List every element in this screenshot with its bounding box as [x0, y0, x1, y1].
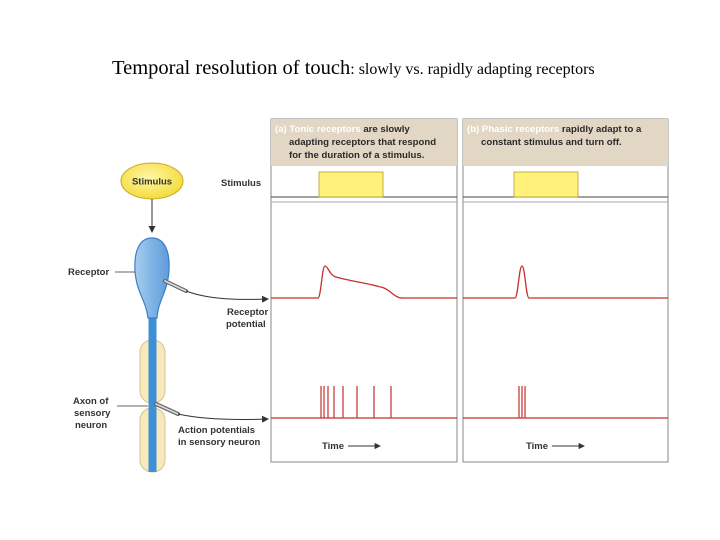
panel-tonic-heading-line3: for the duration of a stimulus.	[289, 150, 424, 161]
panel-phasic-spikes	[518, 386, 526, 418]
axon-label-line1: Axon of	[73, 396, 109, 407]
panel-phasic-key: (b) Phasic receptors	[467, 124, 559, 135]
receptor-bulb	[134, 237, 170, 319]
receptor-potential-label-line2: potential	[226, 319, 266, 330]
panel-tonic-heading-line2: adapting receptors that respond	[289, 137, 436, 148]
title-main: Temporal resolution of touch	[112, 57, 351, 79]
arrow-receptor-to-trace	[185, 290, 269, 303]
panel-phasic-heading-rest: rapidly adapt to a	[559, 124, 642, 135]
panel-phasic-time-label: Time	[526, 441, 548, 452]
slide-title: Temporal resolution of touch: slowly vs.…	[112, 57, 595, 80]
panel-phasic: (b) Phasic receptors rapidly adapt to a …	[462, 118, 669, 463]
stimulus-bubble-label: Stimulus	[132, 177, 172, 188]
action-potentials-label-line2: in sensory neuron	[178, 437, 261, 448]
axon-label-line2: sensory	[74, 408, 111, 419]
panel-phasic-receptor-potential-trace	[463, 265, 668, 299]
stimulus-row-label: Stimulus	[221, 178, 261, 189]
arrow-axon-to-trace	[177, 413, 269, 423]
panel-tonic-heading-rest: are slowly	[361, 124, 411, 135]
panel-tonic-receptor-potential-trace	[271, 265, 457, 299]
panel-tonic-frame	[270, 118, 458, 463]
panel-tonic-time-label: Time	[322, 441, 344, 452]
axon-label-line3: neuron	[75, 420, 107, 431]
panel-phasic-stimulus-pulse	[513, 171, 579, 198]
title-subtitle: : slowly vs. rapidly adapting receptors	[350, 61, 595, 78]
panel-tonic: (a) Tonic receptors are slowly adapting …	[270, 118, 458, 463]
electrode-receptor	[163, 279, 188, 293]
panel-phasic-heading-line2: constant stimulus and turn off.	[481, 137, 622, 148]
panel-tonic-key: (a) Tonic receptors	[275, 124, 361, 135]
panel-phasic-frame	[462, 118, 669, 463]
panel-tonic-header	[271, 119, 457, 166]
neuron-diagram: Stimulus Receptor Axon of sensory neuron	[68, 162, 269, 473]
panel-phasic-heading-line1: (b) Phasic receptors rapidly adapt to a	[467, 124, 642, 135]
electrode-axon	[154, 402, 180, 416]
receptor-potential-label-line1: Receptor	[227, 307, 268, 318]
panel-phasic-header	[463, 119, 668, 166]
action-potentials-label-line1: Action potentials	[178, 425, 255, 436]
panel-tonic-spikes	[320, 386, 392, 418]
panel-tonic-heading-line1: (a) Tonic receptors are slowly	[275, 124, 410, 135]
axon	[148, 300, 157, 472]
receptor-label: Receptor	[68, 267, 109, 278]
panel-tonic-stimulus-pulse	[318, 171, 384, 198]
